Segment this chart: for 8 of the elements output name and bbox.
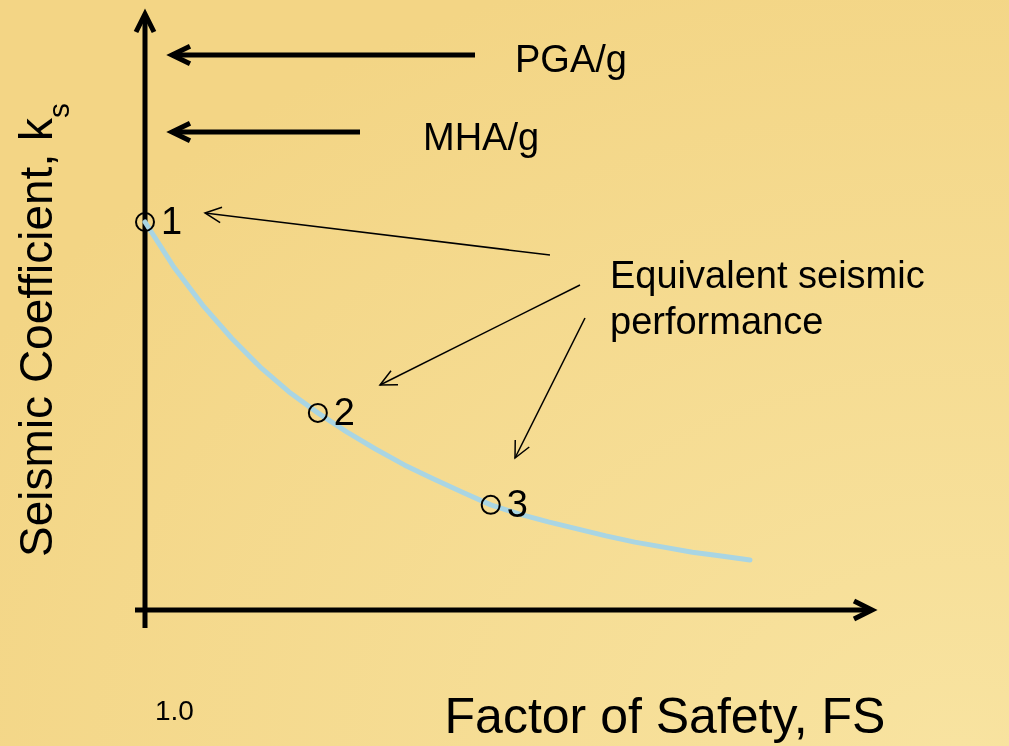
annotation: 3	[506, 482, 528, 525]
text: 1.0	[155, 695, 194, 726]
text: MHA/g	[423, 116, 540, 158]
x-axis-title: Factor of Safety, FS	[444, 688, 886, 744]
annotation: 1	[161, 200, 183, 242]
text: PGA/g	[515, 38, 627, 80]
annotation: 2	[333, 390, 355, 433]
annotation: Equivalent seismic performance	[610, 254, 925, 342]
